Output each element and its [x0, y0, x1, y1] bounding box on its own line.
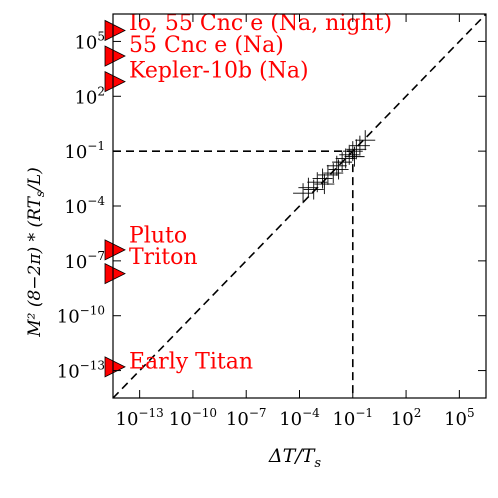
y-tick-label: 10−1	[64, 139, 105, 163]
data-point	[293, 183, 314, 204]
annotation-label: Triton	[129, 245, 197, 270]
data-point	[355, 130, 376, 151]
data-point	[346, 139, 367, 160]
x-axis-label: ΔT/Ts	[268, 445, 321, 471]
y-axis-label-tail: /L)	[25, 167, 45, 193]
data-point	[314, 174, 335, 195]
y-tick-label: 105	[74, 29, 105, 53]
annotation-marker	[104, 239, 126, 261]
data-point	[312, 168, 333, 189]
plus-points	[293, 130, 376, 204]
data-point	[326, 155, 347, 176]
y-tick-label: 10−7	[64, 249, 105, 273]
x-axis-label-main: ΔT/T	[268, 445, 316, 467]
x-tick-label: 10−10	[169, 406, 217, 430]
data-point	[328, 159, 349, 180]
annotation-label: Pluto	[129, 223, 187, 248]
annotation-marker	[104, 356, 126, 378]
y-axis-label-main: M² (8−2π) * (RT	[25, 195, 45, 337]
data-point	[317, 164, 338, 185]
annotation-label: 55 Cnc e (Na)	[129, 33, 284, 58]
data-point	[298, 177, 319, 198]
y-tick-label: 10−10	[57, 304, 105, 328]
y-axis-label: M² (8−2π) * (RTs/L)	[25, 167, 47, 338]
x-tick-label: 105	[444, 406, 475, 430]
annotations: Io, 55 Cnc e (Na, night)55 Cnc e (Na)Kep…	[104, 11, 392, 378]
annotation-marker	[104, 71, 126, 93]
annotation-marker	[104, 19, 126, 42]
annotation-label: Io, 55 Cnc e (Na, night)	[129, 11, 392, 36]
plot-area: Io, 55 Cnc e (Na, night)55 Cnc e (Na)Kep…	[104, 11, 487, 399]
annotation-label: Early Titan	[129, 349, 253, 374]
annotation-label: Kepler-10b (Na)	[129, 59, 309, 84]
x-tick-label: 10−1	[332, 406, 373, 430]
annotation-marker	[104, 45, 126, 67]
y-tick-label: 102	[74, 84, 105, 108]
y-tick-label: 10−4	[64, 194, 105, 218]
annotation-marker	[104, 263, 126, 285]
y-axis-label-sub: s	[33, 191, 47, 197]
data-point	[349, 135, 370, 156]
data-point	[303, 179, 324, 200]
axes: 10−13 10−10 10−7 10−4 10−1 102 10510−1310−1010…	[57, 13, 487, 430]
x-tick-label: 10−13	[116, 406, 164, 430]
x-tick-label: 10−7	[226, 406, 267, 430]
y-tick-label: 10−13	[57, 359, 105, 383]
data-point	[323, 163, 344, 184]
data-point	[344, 146, 365, 167]
x-tick-label: 10−4	[279, 406, 320, 430]
one-to-one-line	[112, 13, 487, 399]
x-axis-label-sub: s	[314, 456, 321, 471]
x-tick-label: 102	[391, 406, 422, 430]
